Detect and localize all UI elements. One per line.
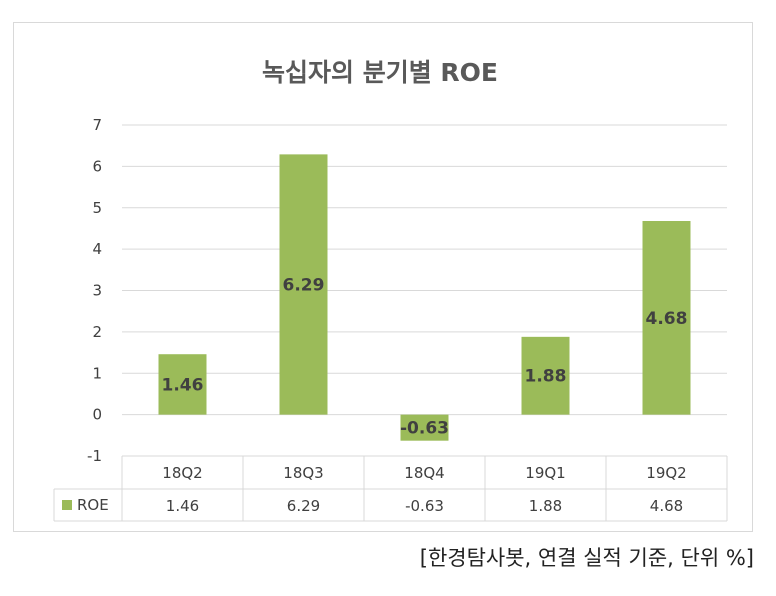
gridlines: [122, 124, 727, 416]
category-label: 18Q2: [162, 464, 202, 482]
y-tick-label: -1: [87, 447, 102, 465]
y-tick-label: 5: [92, 199, 102, 217]
table-value: 1.46: [166, 497, 199, 515]
bar-18Q4: [400, 414, 449, 441]
bar-19Q1: [521, 336, 570, 415]
source-note: [한경탐사봇, 연결 실적 기준, 단위 %]: [419, 546, 754, 570]
bar-19Q2: [642, 220, 691, 415]
bar-18Q2: [158, 354, 207, 415]
chart-frame: 녹십자의 분기별 ROE 7 6 5 4 3 2 1 0 -1 1.46 6.29 -0.63 1.8…: [13, 22, 753, 532]
data-label: 4.68: [646, 309, 688, 329]
bar-18Q3: [279, 154, 328, 415]
bars: 1.46 6.29 -0.63 1.88 4.68: [158, 154, 691, 441]
data-label: -0.63: [400, 419, 449, 439]
y-tick-label: 1: [92, 364, 102, 382]
category-label: 19Q2: [646, 464, 686, 482]
data-label: 1.88: [525, 367, 567, 387]
y-tick-label: 3: [92, 282, 102, 300]
data-label: 1.46: [162, 375, 204, 395]
y-tick-label: 0: [92, 406, 102, 424]
chart-title: 녹십자의 분기별 ROE: [262, 58, 498, 87]
y-tick-label: 6: [92, 157, 102, 175]
y-axis-ticks: 7 6 5 4 3 2 1 0 -1: [87, 116, 102, 465]
y-tick-label: 2: [92, 323, 102, 341]
category-label: 18Q3: [283, 464, 323, 482]
table-value: -0.63: [405, 497, 444, 515]
category-label: 18Q4: [404, 464, 444, 482]
table-value: 1.88: [529, 497, 562, 515]
data-table: 18Q2 1.46 18Q3 6.29 18Q4 -0.63 19Q1 1.88 19Q2 4.6…: [53, 455, 728, 522]
roe-bar-chart: 녹십자의 분기별 ROE 7 6 5 4 3 2 1 0 -1 1.46 6.29 -0.63 1.8…: [53, 58, 728, 522]
data-label: 6.29: [283, 276, 325, 296]
y-tick-label: 4: [92, 240, 102, 258]
legend-label: ROE: [77, 496, 109, 514]
category-label: 19Q1: [525, 464, 565, 482]
legend-swatch: [62, 500, 72, 510]
table-value: 6.29: [287, 497, 320, 515]
y-tick-label: 7: [92, 116, 102, 134]
table-value: 4.68: [650, 497, 683, 515]
